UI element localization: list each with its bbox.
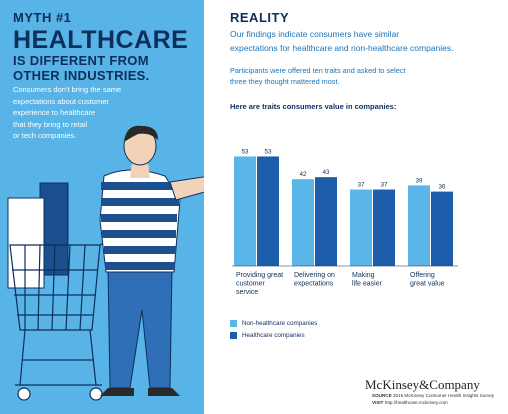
- chart-bar: [234, 156, 256, 266]
- data-label: 39: [415, 177, 423, 184]
- survey-method-line: three they thought mattered most.: [230, 77, 340, 86]
- reality-title: REALITY: [230, 10, 290, 25]
- myth-subheadline: IS DIFFERENT FROM OTHER INDUSTRIES.: [13, 53, 150, 83]
- reality-intro-line: Our findings indicate consumers have sim…: [230, 29, 400, 39]
- myth-subheadline-line: OTHER INDUSTRIES.: [13, 68, 150, 83]
- category-label: expectations: [294, 281, 334, 288]
- source-note: SOURCE 2015 McKinsey Consumer Health Ins…: [372, 393, 494, 406]
- data-label: 43: [322, 169, 330, 176]
- data-label: 42: [299, 171, 307, 178]
- neck-illustration: [130, 162, 150, 178]
- survey-method-line: Participants were offered ten traits and…: [230, 66, 406, 75]
- category-label: Making: [352, 272, 375, 279]
- myth-description-line: or tech companies.: [13, 131, 77, 140]
- source-text: 2015 McKinsey Consumer Health Insights S…: [392, 393, 495, 398]
- legend-label: Healthcare companies: [242, 332, 305, 339]
- shopper-illustration: [7, 125, 204, 401]
- category-label: Offering: [410, 272, 435, 279]
- chart-bar: [373, 189, 395, 266]
- chart-legend: Non-healthcare companies Healthcare comp…: [230, 318, 317, 342]
- category-label: Delivering on: [294, 272, 335, 279]
- legend-item-healthcare: Healthcare companies: [230, 330, 317, 341]
- reality-intro: Our findings indicate consumers have sim…: [230, 27, 454, 55]
- legend-swatch: [230, 320, 237, 327]
- myth-headline: HEALTHCARE: [13, 26, 189, 54]
- data-label: 53: [264, 148, 272, 155]
- reality-intro-line: expectations for healthcare and non-heal…: [230, 43, 454, 53]
- visit-label: VISIT: [372, 399, 384, 405]
- legend-label: Non-healthcare companies: [242, 320, 318, 327]
- cart-wheel: [17, 387, 31, 401]
- myth-description-line: experience to healthcare: [13, 108, 96, 117]
- hair-illustration: [124, 125, 158, 142]
- myth-description-line: that they bring to retail: [13, 119, 88, 129]
- chart-bar: [315, 177, 337, 266]
- mckinsey-logo: McKinsey&Company: [365, 377, 480, 392]
- chart-bar: [408, 185, 430, 266]
- myth-subheadline-line: IS DIFFERENT FROM: [13, 53, 149, 68]
- myth-label: MYTH #1: [13, 10, 72, 25]
- myth-description-line: expectations about customer: [13, 96, 109, 106]
- arm-illustration: [169, 176, 204, 201]
- data-label: 37: [380, 182, 388, 189]
- category-label: customer: [236, 281, 265, 288]
- shopping-cart-illustration: [9, 237, 113, 386]
- box-illustration: [7, 197, 45, 289]
- visit-link[interactable]: http://healthcare.mckinsey.com: [384, 399, 448, 405]
- category-label: Providing great: [236, 272, 283, 279]
- chart-title: Here are traits consumers value in compa…: [230, 102, 397, 111]
- data-label: 37: [357, 182, 365, 189]
- survey-method: Participants were offered ten traits and…: [230, 65, 406, 87]
- legend-swatch: [230, 332, 237, 339]
- data-label: 53: [241, 148, 249, 155]
- chart-bar: [292, 179, 314, 266]
- myth-description: Consumers don't bring the same expectati…: [13, 84, 121, 142]
- category-label: service: [236, 289, 258, 296]
- chart-bar: [350, 189, 372, 266]
- legend-item-non-healthcare: Non-healthcare companies: [230, 318, 317, 329]
- chart-bar: [431, 191, 453, 266]
- myth-description-line: Consumers don't bring the same: [13, 85, 122, 94]
- category-label: great value: [410, 281, 445, 288]
- myth-panel: MYTH #1 HEALTHCARE IS DIFFERENT FROM OTH…: [0, 0, 204, 414]
- data-label: 36: [438, 184, 446, 191]
- chart-bar: [257, 156, 279, 266]
- source-label: SOURCE: [372, 393, 392, 398]
- category-label: life easier: [352, 281, 383, 288]
